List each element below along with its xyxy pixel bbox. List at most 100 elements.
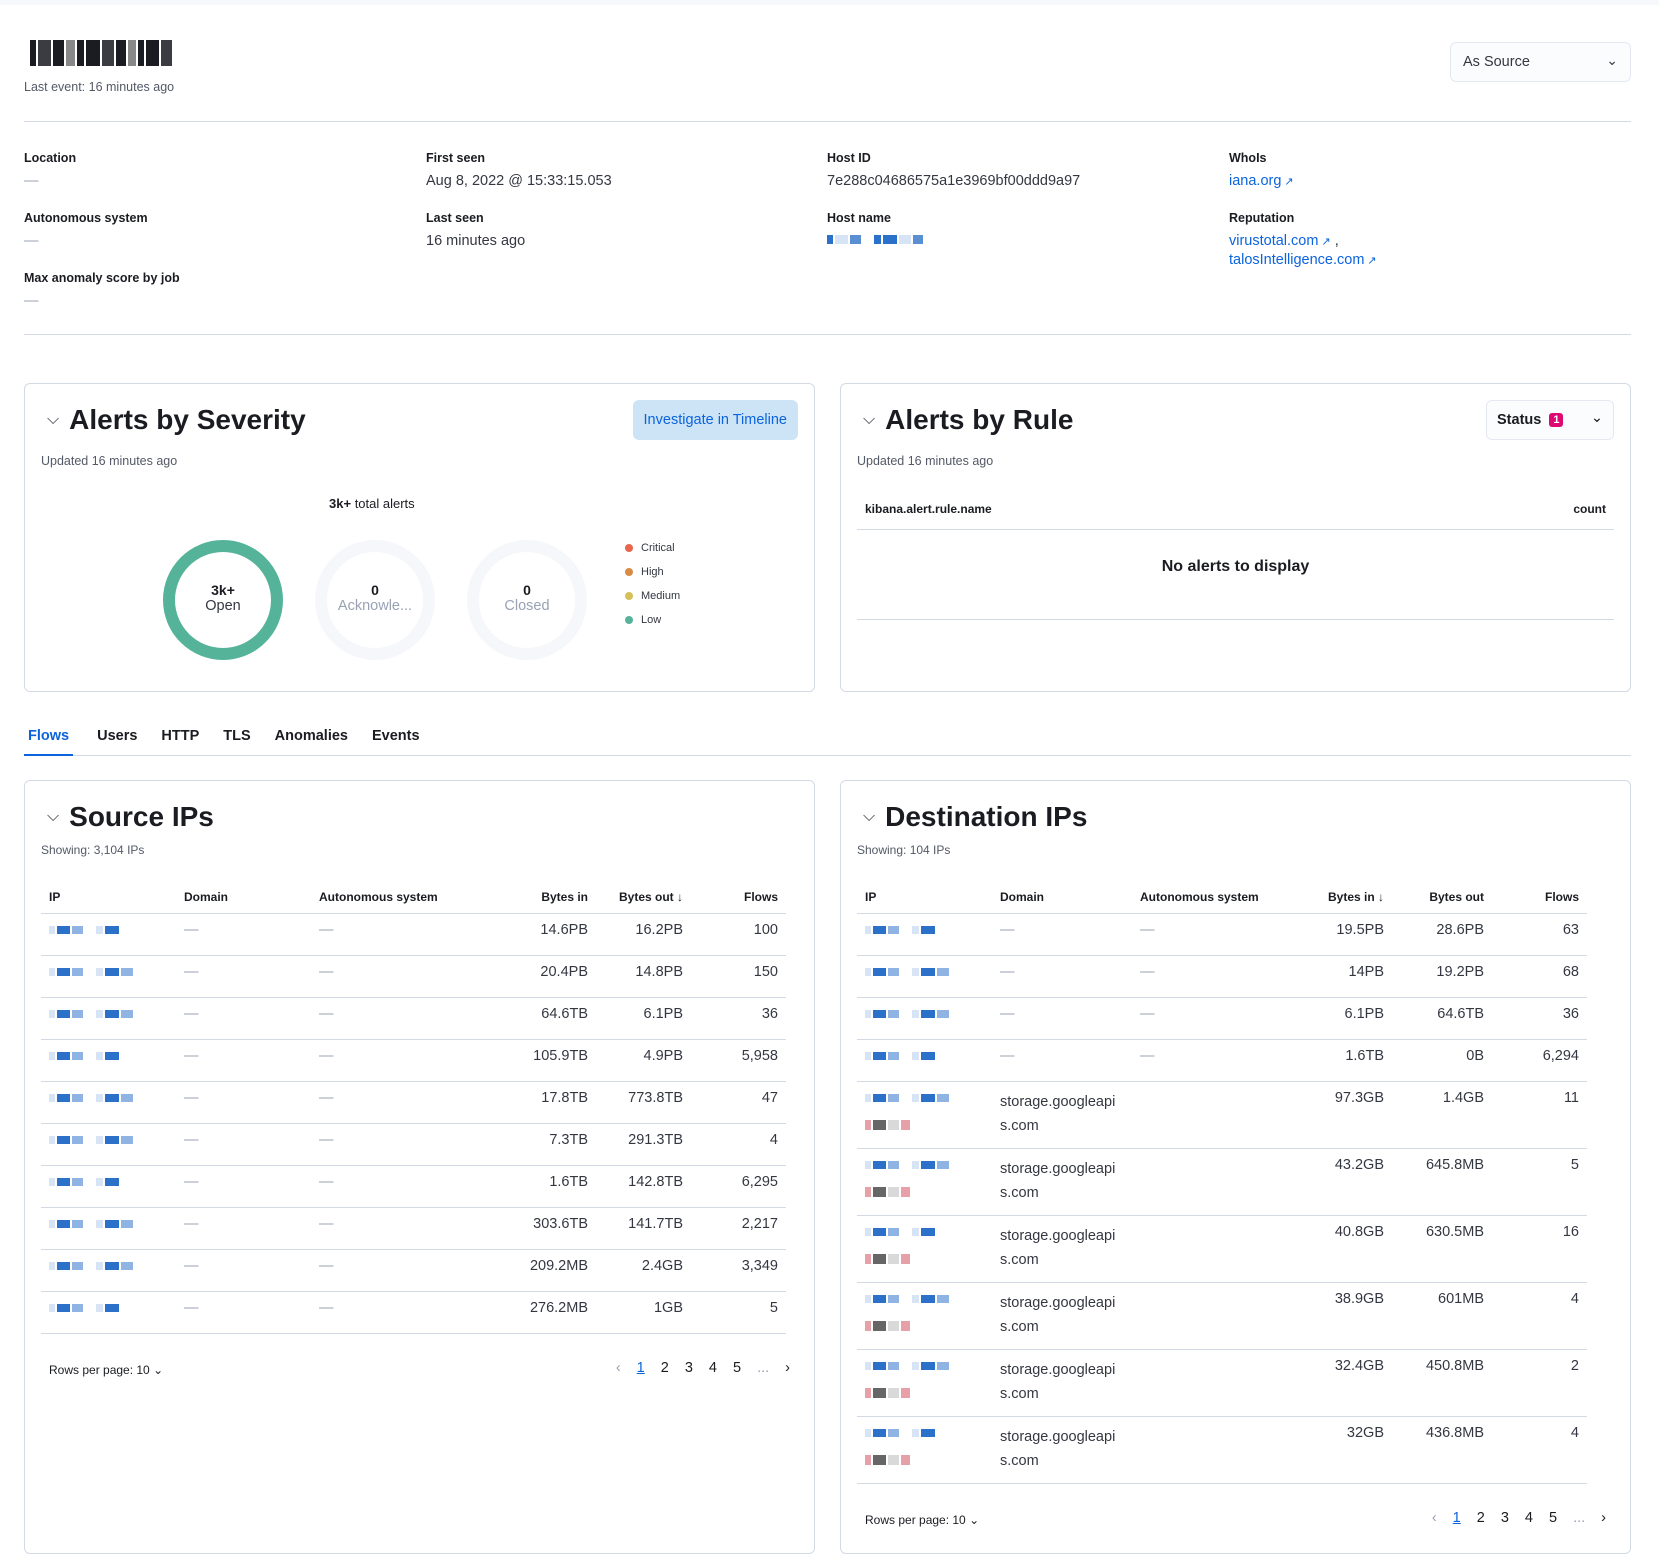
host-id-link[interactable]: 7e288c04686575a1e3969bf00ddd9a97: [827, 173, 1081, 189]
chevron-down-icon[interactable]: ⌵: [863, 808, 876, 825]
domain-cell[interactable]: storage.googleapis.com: [992, 1349, 1132, 1417]
ip-cell-redacted[interactable]: [41, 1165, 176, 1208]
whois-link[interactable]: iana.org: [1229, 173, 1282, 189]
column-header[interactable]: Autonomous system: [1132, 881, 1282, 914]
column-header[interactable]: Autonomous system: [311, 881, 486, 914]
page-link[interactable]: 3: [684, 1360, 693, 1376]
ip-cell-redacted[interactable]: [41, 1123, 176, 1166]
ip-cell-redacted[interactable]: [857, 1282, 992, 1350]
page-link[interactable]: ...: [1573, 1510, 1586, 1526]
ip-cell-redacted[interactable]: [41, 955, 176, 998]
investigate-in-timeline-button[interactable]: Investigate in Timeline: [632, 400, 798, 440]
bytes-in-cell: 14.6PB: [486, 913, 596, 956]
page-link[interactable]: 1: [1452, 1510, 1461, 1526]
as-cell: —: [311, 1249, 486, 1292]
ip-cell-redacted[interactable]: [41, 1081, 176, 1124]
domain-cell[interactable]: storage.googleapis.com: [992, 1416, 1132, 1484]
domain-cell[interactable]: storage.googleapis.com: [992, 1215, 1132, 1283]
prev-page-icon[interactable]: ‹: [615, 1360, 621, 1376]
page-link[interactable]: 1: [636, 1360, 645, 1376]
page-link[interactable]: 4: [1524, 1510, 1533, 1526]
tab-http[interactable]: HTTP: [161, 728, 200, 744]
page-link[interactable]: 3: [1500, 1510, 1509, 1526]
column-header[interactable]: Bytes in ↓: [1282, 881, 1392, 914]
divider: [24, 121, 1631, 122]
column-header[interactable]: Bytes out: [1392, 881, 1492, 914]
domain-cell[interactable]: storage.googleapis.com: [992, 1148, 1132, 1216]
ip-cell-redacted[interactable]: [41, 1249, 176, 1292]
tab-anomalies[interactable]: Anomalies: [274, 728, 348, 744]
status-filter[interactable]: Status 1 ⌄: [1486, 400, 1614, 440]
ip-cell-redacted[interactable]: [857, 1215, 992, 1283]
panel-header[interactable]: ⌵ Source IPs: [47, 801, 214, 833]
page-link[interactable]: 2: [1476, 1510, 1485, 1526]
legend-dot-icon: [625, 616, 633, 624]
ip-cell-redacted[interactable]: [857, 1349, 992, 1417]
column-header[interactable]: Domain: [992, 881, 1132, 914]
panel-header[interactable]: ⌵ Alerts by Severity: [47, 404, 306, 436]
ip-cell-redacted[interactable]: [857, 997, 992, 1040]
column-header[interactable]: Domain: [176, 881, 311, 914]
flows-cell: 100: [691, 913, 786, 956]
column-header[interactable]: Bytes in: [486, 881, 596, 914]
donut-closed[interactable]: 0 Closed: [467, 540, 587, 660]
total-alerts: 3k+ total alerts: [329, 496, 415, 511]
rows-per-page-select[interactable]: Rows per page: 10 ⌄: [49, 1363, 163, 1377]
panel-header[interactable]: ⌵ Alerts by Rule: [863, 404, 1073, 436]
column-count[interactable]: count: [1573, 502, 1606, 516]
column-header[interactable]: IP: [41, 881, 176, 914]
column-header[interactable]: Flows: [691, 881, 786, 914]
ip-cell-redacted[interactable]: [41, 997, 176, 1040]
domain-cell[interactable]: storage.googleapis.com: [992, 1081, 1132, 1149]
chevron-down-icon[interactable]: ⌵: [863, 411, 876, 428]
page-link[interactable]: 2: [660, 1360, 669, 1376]
panel-header[interactable]: ⌵ Destination IPs: [863, 801, 1087, 833]
ip-cell-redacted[interactable]: [41, 913, 176, 956]
flow-target-select[interactable]: As Source ⌄: [1450, 42, 1631, 82]
donut-count: 0: [371, 582, 379, 598]
chevron-down-icon[interactable]: ⌵: [47, 808, 60, 825]
ip-cell-redacted[interactable]: [857, 913, 992, 956]
next-page-icon[interactable]: ›: [785, 1360, 790, 1376]
legend-label: Medium: [641, 590, 681, 602]
column-header[interactable]: IP: [857, 881, 992, 914]
ip-cell-redacted[interactable]: [41, 1207, 176, 1250]
ip-cell-redacted[interactable]: [857, 1039, 992, 1082]
donut-open[interactable]: 3k+ Open: [163, 540, 283, 660]
bytes-out-cell: 14.8PB: [596, 955, 691, 998]
prev-page-icon[interactable]: ‹: [1431, 1510, 1437, 1526]
status-label: Status: [1497, 412, 1542, 428]
as-cell: —: [311, 1165, 486, 1208]
ip-cell-redacted[interactable]: [857, 1416, 992, 1484]
tab-tls[interactable]: TLS: [223, 728, 251, 744]
domain-cell: —: [176, 1165, 311, 1208]
ip-cell-redacted[interactable]: [41, 1039, 176, 1082]
chevron-down-icon[interactable]: ⌵: [47, 411, 60, 428]
talos-link[interactable]: talosIntelligence.com: [1229, 252, 1365, 268]
ip-cell-redacted[interactable]: [857, 1148, 992, 1216]
column-rule-name[interactable]: kibana.alert.rule.name: [865, 502, 992, 516]
next-page-icon[interactable]: ›: [1601, 1510, 1606, 1526]
as-cell: —: [1132, 955, 1282, 998]
page-link[interactable]: 5: [1548, 1510, 1558, 1526]
tab-users[interactable]: Users: [97, 728, 138, 744]
flows-cell: 5: [691, 1291, 786, 1334]
domain-cell[interactable]: storage.googleapis.com: [992, 1282, 1132, 1350]
tab-events[interactable]: Events: [372, 728, 420, 744]
ip-cell-redacted[interactable]: [41, 1291, 176, 1334]
ip-cell-redacted[interactable]: [857, 955, 992, 998]
rows-per-page-select[interactable]: Rows per page: 10 ⌄: [865, 1513, 979, 1527]
ip-cell-redacted[interactable]: [857, 1081, 992, 1149]
page-link[interactable]: 5: [732, 1360, 742, 1376]
column-header[interactable]: Bytes out ↓: [596, 881, 691, 914]
bytes-out-cell: 1.4GB: [1392, 1081, 1492, 1149]
column-header[interactable]: Flows: [1492, 881, 1587, 914]
page-link[interactable]: ...: [757, 1360, 770, 1376]
virustotal-link[interactable]: virustotal.com: [1229, 233, 1319, 249]
donut-acknowledged[interactable]: 0 Acknowle...: [315, 540, 435, 660]
table-row: — —105.9TB 4.9PB 5,958: [41, 1039, 786, 1082]
as-cell: —: [311, 1291, 486, 1334]
page-link[interactable]: 4: [708, 1360, 717, 1376]
tab-flows[interactable]: Flows: [24, 724, 74, 756]
host-name-redacted[interactable]: [827, 235, 923, 244]
